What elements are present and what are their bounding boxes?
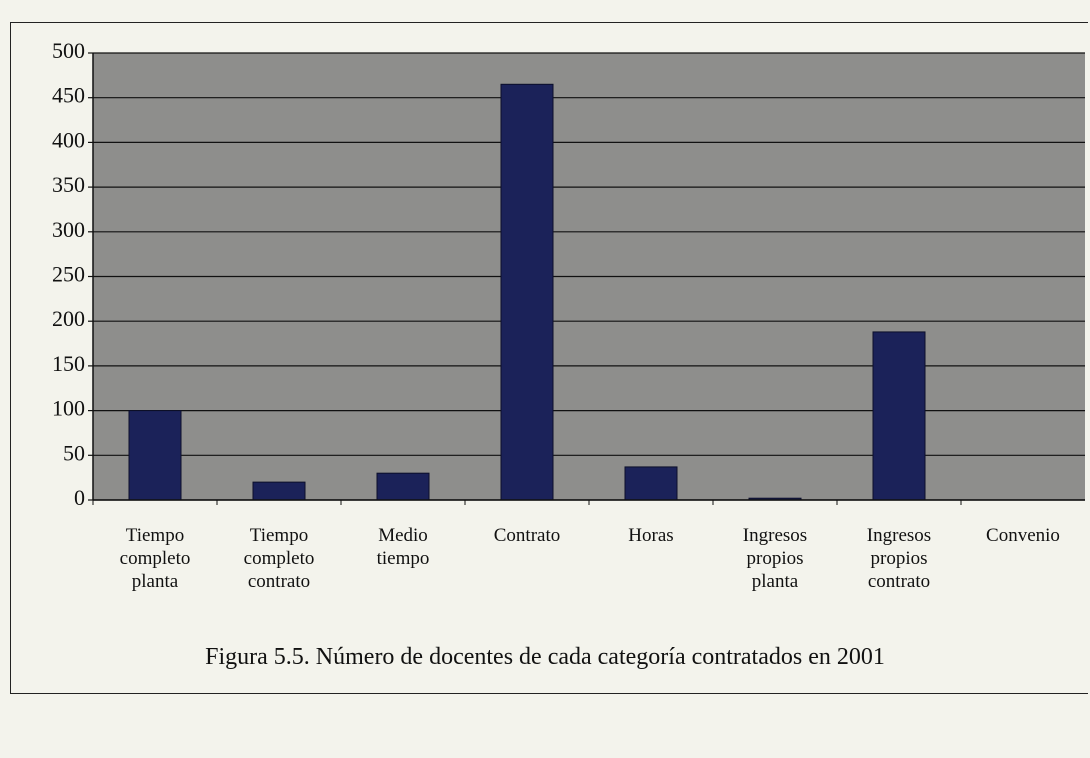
bar (500, 83, 554, 501)
y-tick-label: 450 (52, 83, 85, 108)
figure-frame (10, 22, 1088, 694)
x-tick-label: Contrato (493, 525, 561, 546)
y-tick-label: 350 (52, 172, 85, 197)
x-tick-label: Convenio (986, 525, 1060, 546)
y-tick-label: 50 (63, 440, 85, 465)
x-tick-label: Tiempo completo planta (119, 525, 191, 592)
bar (128, 410, 182, 501)
y-tick-label: 500 (52, 38, 85, 63)
y-tick-label: 400 (52, 127, 85, 152)
x-tick-label: Horas (628, 525, 674, 546)
bar (376, 472, 430, 501)
y-tick-label: 100 (52, 396, 85, 421)
x-tick-label: Ingresos propios planta (742, 525, 808, 592)
y-tick-label: 250 (52, 262, 85, 287)
x-tick-label: Medio tiempo (376, 525, 430, 569)
figure-caption: Figura 5.5. Número de docentes de cada c… (205, 644, 885, 670)
x-tick-label: Tiempo completo contrato (243, 525, 315, 592)
x-tick-label: Ingresos propios contrato (866, 525, 932, 592)
bar (872, 331, 926, 501)
bar (624, 466, 678, 501)
y-tick-label: 200 (52, 306, 85, 331)
y-tick-label: 300 (52, 217, 85, 242)
y-tick-label: 0 (74, 485, 85, 510)
bar (252, 481, 306, 501)
y-tick-label: 150 (52, 351, 85, 376)
